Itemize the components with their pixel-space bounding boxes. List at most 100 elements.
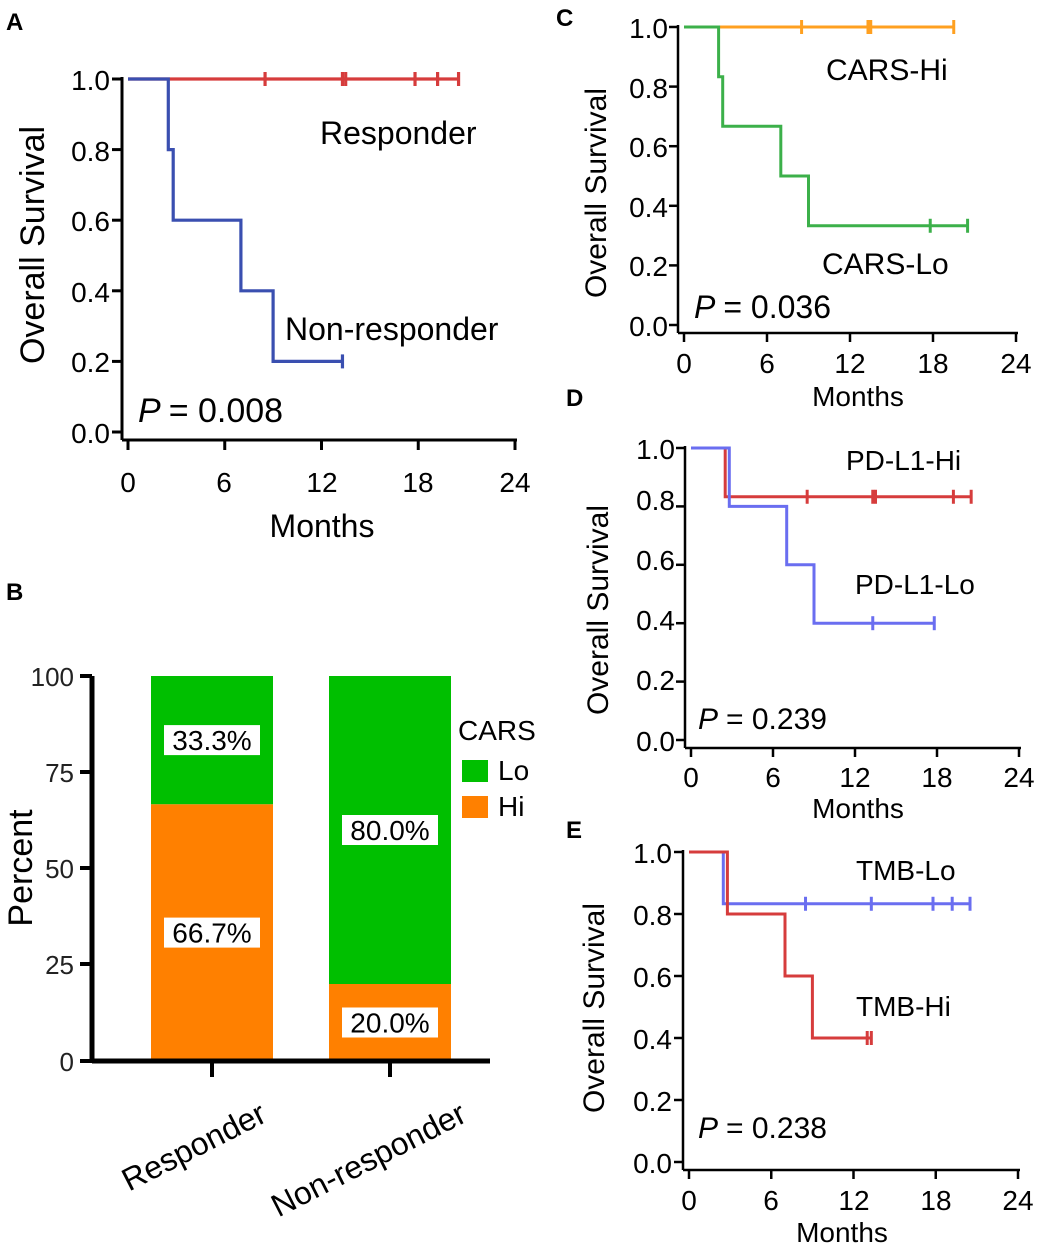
data-label-box (164, 725, 260, 756)
y-tick-labels: 0.0 0.2 0.4 0.6 0.8 1.0 (633, 838, 672, 1179)
p-value: P = 0.239 (698, 703, 827, 736)
panel-letter: A (6, 9, 23, 36)
series-label-pd-l1-hi: PD-L1-Hi (846, 445, 961, 476)
survival-curve-cars-lo (684, 25, 968, 228)
y-tick-labels: 0.0 0.2 0.4 0.6 0.8 1.0 (636, 434, 675, 757)
y-tick-label: 0.0 (629, 311, 668, 342)
x-tick-label: 0 (681, 1185, 697, 1216)
y-tick-label: 0 (60, 1047, 74, 1077)
p-symbol: P (138, 392, 161, 430)
p-value-text: = 0.008 (169, 392, 283, 430)
x-tick-label: 0 (676, 348, 692, 379)
x-tick-label: 24 (1003, 762, 1034, 793)
data-label-box (342, 1007, 438, 1038)
survival-curve-pd-l1-lo (691, 446, 935, 625)
x-ticks (210, 1061, 392, 1077)
x-axis-title: Months (270, 508, 375, 544)
x-tick-label: 18 (921, 762, 952, 793)
x-tick-label: 6 (765, 762, 781, 793)
x-tick-label: 24 (1002, 1185, 1033, 1216)
data-label: 66.7% (172, 918, 251, 949)
bar-area: 66.7% 33.3% 20.0% 80.0% (151, 676, 451, 1061)
x-tick-label: 0 (120, 467, 136, 498)
legend-title: CARS (458, 715, 536, 746)
x-tick-label: 6 (216, 467, 232, 498)
p-symbol: P (698, 703, 718, 736)
x-category-label: Responder (116, 1095, 272, 1198)
x-tick-label: 12 (834, 348, 865, 379)
p-symbol: P (698, 1112, 718, 1145)
p-value-text: = 0.238 (726, 1112, 827, 1145)
y-tick-label: 0.4 (71, 277, 110, 308)
y-tick-label: 25 (45, 950, 74, 980)
y-ticks (80, 674, 92, 1063)
km-plot-area (669, 20, 1018, 342)
y-tick-label: 0.8 (636, 485, 675, 516)
panel-letter: C (556, 5, 573, 32)
x-tick-label: 6 (759, 348, 775, 379)
y-tick-label: 75 (45, 758, 74, 788)
km-plot-area (674, 850, 1020, 1179)
p-value: P = 0.238 (698, 1112, 827, 1145)
p-symbol: P (694, 289, 716, 325)
series-label-cars-lo: CARS-Lo (822, 248, 949, 281)
y-tick-label: 0.6 (629, 132, 668, 163)
y-tick-label: 0.4 (633, 1024, 672, 1055)
x-tick-label: 12 (839, 762, 870, 793)
x-axis-title: Months (812, 381, 904, 412)
data-label: 20.0% (350, 1008, 429, 1039)
y-tick-label: 1.0 (71, 65, 110, 96)
x-tick-label: 12 (838, 1185, 869, 1216)
x-axis-title: Months (812, 793, 904, 824)
p-value-text: = 0.036 (723, 289, 831, 325)
legend-swatch-lo (462, 760, 488, 782)
y-tick-label: 0.4 (629, 192, 668, 223)
y-tick-label: 0.2 (636, 665, 675, 696)
panel-c: C 0 6 12 18 24 0.0 0.2 0.4 0.6 0.8 1.0 M… (556, 5, 1032, 412)
x-tick-labels: 0 6 12 18 24 (676, 348, 1031, 379)
p-value: P = 0.008 (138, 392, 283, 430)
panel-letter: B (6, 579, 23, 606)
y-axis-title: Overall Survival (14, 126, 52, 364)
y-tick-label: 0.6 (636, 545, 675, 576)
y-tick-label: 0.2 (71, 347, 110, 378)
y-axis-title: Overall Survival (580, 88, 613, 298)
legend-label-lo: Lo (498, 755, 529, 786)
y-tick-label: 0.0 (636, 726, 675, 757)
data-label-box (342, 815, 438, 845)
y-tick-label: 50 (45, 854, 74, 884)
survival-curve-non-responder (128, 77, 343, 363)
km-plot-area (112, 72, 517, 450)
x-tick-label: 6 (763, 1185, 779, 1216)
series-label-tmb-hi: TMB-Hi (856, 991, 951, 1022)
y-tick-label: 0.0 (633, 1148, 672, 1179)
series-label-cars-hi: CARS-Hi (826, 54, 948, 87)
panel-d: D 0 6 12 18 24 0.0 0.2 0.4 0.6 0.8 1.0 M… (566, 385, 1035, 824)
x-tick-label: 18 (920, 1185, 951, 1216)
y-tick-label: 0.2 (629, 251, 668, 282)
x-axis-title: Months (796, 1217, 888, 1248)
y-tick-labels: 0.0 0.2 0.4 0.6 0.8 1.0 (629, 13, 668, 342)
panel-letter: E (566, 817, 582, 844)
panel-b: B 66.7% 33.3% 20.0% 80.0% 0 25 50 75 100 Pe… (2, 579, 536, 1224)
y-tick-label: 1.0 (633, 838, 672, 869)
y-tick-label: 0.2 (633, 1086, 672, 1117)
y-tick-label: 0.8 (633, 900, 672, 931)
x-tick-label: 18 (402, 467, 433, 498)
y-tick-labels: 0 25 50 75 100 (31, 662, 74, 1077)
x-tick-label: 18 (917, 348, 948, 379)
y-tick-label: 0.8 (71, 136, 110, 167)
x-tick-label: 0 (683, 762, 699, 793)
y-tick-label: 0.0 (71, 418, 110, 449)
series-label-pd-l1-lo: PD-L1-Lo (855, 569, 975, 600)
y-axis-title: Overall Survival (578, 903, 611, 1113)
data-label: 80.0% (350, 815, 429, 846)
legend-label-hi: Hi (498, 791, 524, 822)
y-tick-label: 0.6 (71, 206, 110, 237)
panel-letter: D (566, 385, 583, 412)
series-label-non-responder: Non-responder (285, 311, 499, 347)
y-axis-title: Overall Survival (582, 505, 615, 715)
series-label-tmb-lo: TMB-Lo (856, 855, 956, 886)
x-tick-label: 24 (499, 467, 530, 498)
